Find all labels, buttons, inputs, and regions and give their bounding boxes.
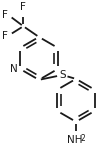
Text: 2: 2 bbox=[80, 134, 85, 143]
Text: F: F bbox=[2, 31, 8, 41]
Text: F: F bbox=[2, 10, 8, 20]
Text: N: N bbox=[10, 64, 17, 74]
Text: S: S bbox=[59, 70, 66, 80]
Text: NH: NH bbox=[67, 135, 83, 145]
Text: F: F bbox=[20, 2, 26, 12]
